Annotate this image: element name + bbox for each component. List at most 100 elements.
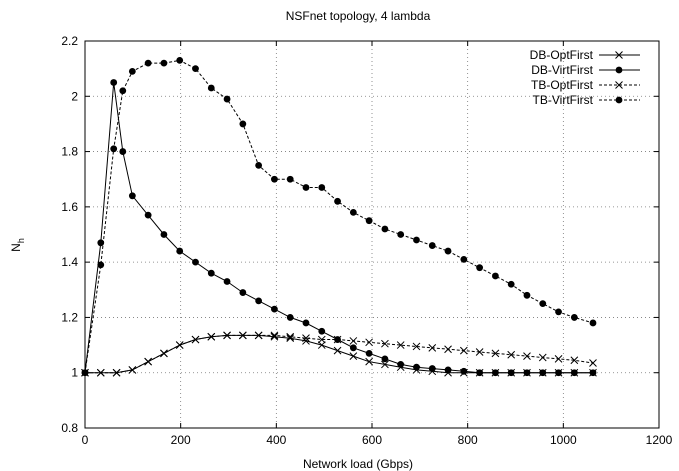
- data-point: [119, 148, 127, 155]
- data-point: [476, 369, 484, 377]
- data-point: [144, 357, 152, 366]
- data-point: [97, 239, 105, 247]
- data-point: [128, 192, 136, 200]
- data-point: [555, 308, 562, 316]
- data-point: [381, 355, 389, 363]
- data-point: [459, 346, 468, 355]
- legend-label: TB-VirtFirst: [533, 93, 594, 107]
- data-point: [223, 95, 231, 103]
- data-point: [615, 96, 623, 104]
- data-point: [460, 255, 468, 263]
- data-point: [128, 68, 136, 75]
- data-point: [110, 79, 118, 86]
- data-point: [271, 305, 278, 313]
- data-point: [255, 297, 263, 305]
- data-point: [444, 247, 452, 255]
- data-point: [428, 365, 436, 372]
- data-point: [238, 331, 247, 340]
- legend-label: TB-OptFirst: [531, 78, 594, 92]
- data-point: [444, 345, 452, 354]
- data-point: [128, 366, 137, 374]
- data-point: [286, 175, 294, 183]
- legend-item: DB-VirtFirst: [531, 63, 640, 77]
- data-point: [570, 356, 579, 365]
- data-point: [381, 339, 389, 348]
- data-point: [539, 369, 547, 377]
- data-point: [97, 261, 105, 269]
- data-point: [475, 348, 484, 356]
- data-point: [349, 337, 358, 345]
- data-point: [160, 59, 168, 67]
- data-point: [112, 368, 121, 377]
- data-point: [286, 334, 295, 343]
- data-point: [96, 368, 105, 377]
- data-point: [254, 331, 263, 340]
- data-point: [144, 59, 152, 67]
- data-point: [255, 161, 263, 169]
- data-point: [589, 369, 597, 377]
- data-point: [192, 65, 199, 73]
- x-tick-label: 1200: [646, 433, 673, 447]
- data-point: [615, 66, 623, 74]
- data-point: [317, 335, 326, 344]
- data-point: [365, 338, 373, 347]
- series-tb-virtfirst: [81, 56, 597, 377]
- y-axis-label-sub: h: [16, 238, 26, 243]
- data-point: [507, 350, 516, 359]
- chart-title: NSFnet topology, 4 lambda: [286, 9, 431, 23]
- data-point: [365, 217, 373, 225]
- data-point: [412, 342, 421, 351]
- data-point: [492, 272, 499, 280]
- data-point: [523, 369, 531, 377]
- data-point: [491, 349, 500, 358]
- x-axis-label: Network load (Gbps): [303, 457, 413, 471]
- data-point: [476, 264, 484, 272]
- data-point: [192, 258, 199, 266]
- data-point: [207, 269, 215, 277]
- data-point: [555, 369, 562, 377]
- data-point: [191, 335, 200, 344]
- legend-label: DB-VirtFirst: [531, 63, 593, 77]
- data-point: [428, 242, 436, 249]
- data-point: [428, 343, 437, 352]
- data-point: [539, 300, 547, 308]
- data-point: [365, 349, 373, 357]
- data-point: [81, 369, 89, 377]
- x-tick-label: 600: [362, 433, 382, 447]
- data-point: [397, 231, 405, 238]
- data-point: [381, 225, 389, 233]
- series-line: [84, 59, 594, 373]
- data-point: [396, 341, 405, 349]
- data-point: [223, 278, 231, 285]
- series-layer: [81, 56, 597, 377]
- data-point: [160, 349, 168, 358]
- data-point: [223, 331, 231, 340]
- data-point: [507, 280, 515, 288]
- data-point: [615, 51, 623, 59]
- data-point: [160, 231, 168, 238]
- data-point: [176, 56, 184, 64]
- y-tick-label: 1.8: [61, 145, 78, 159]
- series-tb-optfirst: [81, 331, 597, 377]
- data-point: [239, 120, 247, 128]
- data-point: [317, 341, 326, 349]
- y-axis-label: Nh: [9, 238, 26, 252]
- data-point: [381, 360, 389, 369]
- data-point: [589, 319, 597, 327]
- series-line: [84, 82, 593, 374]
- data-point: [110, 145, 118, 153]
- data-point: [318, 184, 326, 191]
- data-point: [589, 359, 597, 367]
- y-axis-label-main: N: [9, 243, 23, 252]
- y-tick-label: 2: [71, 89, 78, 103]
- axis-ticks: 0 200 400 600 800 1000 1200 0.8 1 1.2 1.4 1.6 1.8 2 2.…: [61, 34, 672, 447]
- y-tick-label: 0.8: [61, 421, 78, 435]
- legend-label: DB-OptFirst: [530, 48, 594, 62]
- data-point: [270, 332, 279, 341]
- data-point: [492, 369, 499, 377]
- y-tick-label: 1.2: [61, 310, 78, 324]
- data-point: [207, 84, 215, 92]
- x-tick-label: 200: [171, 433, 191, 447]
- data-point: [302, 319, 310, 327]
- data-point: [570, 369, 578, 377]
